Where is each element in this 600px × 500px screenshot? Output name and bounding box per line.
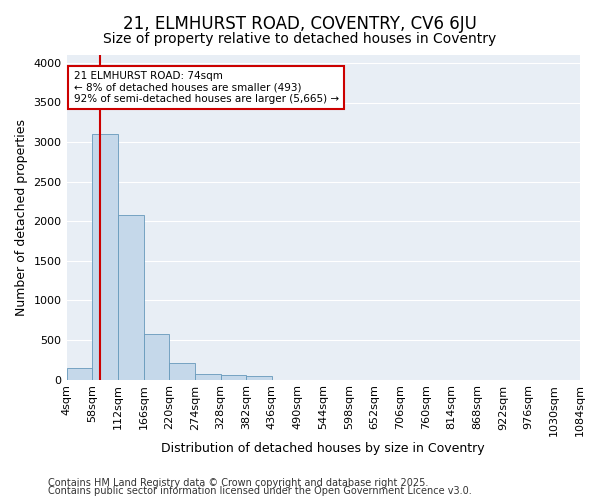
- Bar: [67, 368, 92, 380]
- Bar: [143, 334, 169, 380]
- Text: Size of property relative to detached houses in Coventry: Size of property relative to detached ho…: [103, 32, 497, 46]
- Bar: [221, 375, 246, 380]
- X-axis label: Distribution of detached houses by size in Coventry: Distribution of detached houses by size …: [161, 442, 485, 455]
- Bar: [169, 363, 195, 380]
- Text: 21 ELMHURST ROAD: 74sqm
← 8% of detached houses are smaller (493)
92% of semi-de: 21 ELMHURST ROAD: 74sqm ← 8% of detached…: [74, 71, 339, 104]
- Bar: [92, 134, 118, 380]
- Y-axis label: Number of detached properties: Number of detached properties: [15, 119, 28, 316]
- Text: Contains HM Land Registry data © Crown copyright and database right 2025.: Contains HM Land Registry data © Crown c…: [48, 478, 428, 488]
- Bar: [118, 215, 143, 380]
- Bar: [195, 374, 221, 380]
- Text: 21, ELMHURST ROAD, COVENTRY, CV6 6JU: 21, ELMHURST ROAD, COVENTRY, CV6 6JU: [123, 15, 477, 33]
- Text: Contains public sector information licensed under the Open Government Licence v3: Contains public sector information licen…: [48, 486, 472, 496]
- Bar: [246, 376, 272, 380]
